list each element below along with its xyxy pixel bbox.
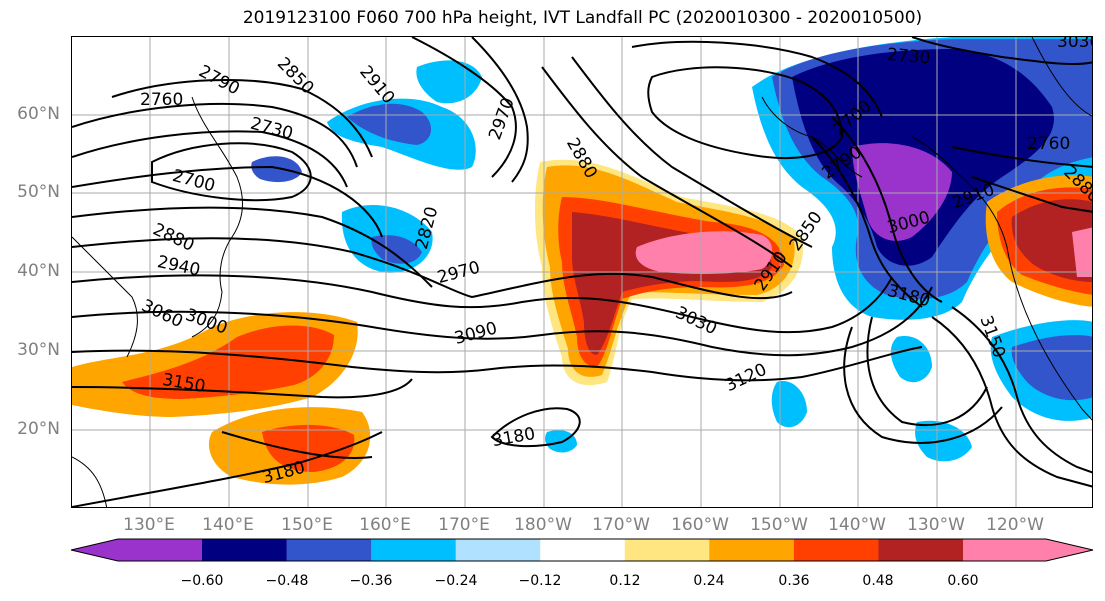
ivt-positive-west-us-pink [1072, 227, 1092, 277]
ivt-positive-west-pacific-red [122, 325, 334, 399]
lon-label-170w: 170°W [592, 515, 650, 535]
colorbar-segment [540, 539, 626, 561]
ivt-negative-sea-okhotsk [251, 156, 302, 183]
colorbar-segment [371, 539, 457, 561]
ivt-negative-hawaii [771, 381, 807, 428]
ivt-positive-west-us-darkred [1011, 199, 1092, 282]
colorbar-segment [624, 539, 710, 561]
colorbar-tick: 0.36 [778, 573, 810, 589]
colorbar-outline [70, 538, 1094, 562]
colorbar-tick: 0.12 [609, 573, 641, 589]
ivt-positive-central-pacific-pink [635, 231, 773, 274]
ivt-shading [72, 37, 1092, 485]
lon-label-120w: 120°W [986, 515, 1044, 535]
contour-label: 2760 [140, 90, 183, 110]
contour-label: 2760 [1027, 134, 1070, 154]
colorbar-tick: −0.48 [265, 573, 309, 589]
lat-label-60n: 60°N [17, 104, 60, 124]
lat-label-20n: 20°N [17, 419, 60, 439]
map-panel: 2790 2850 2910 2970 2760 2730 2700 2880 … [71, 36, 1093, 508]
ivt-negative-north-pacific [416, 60, 482, 104]
colorbar-segment [71, 539, 202, 561]
colorbar-segment [202, 539, 288, 561]
lon-label-130w: 130°W [907, 515, 965, 535]
colorbar-segment [286, 539, 372, 561]
lon-label-140w: 140°W [828, 515, 886, 535]
contour-label: 2730 [886, 45, 931, 69]
map-title: 2019123100 F060 700 hPa height, IVT Land… [242, 8, 923, 28]
ivt-negative-kamchatka-blue [347, 103, 432, 145]
map-svg: 2790 2850 2910 2970 2760 2730 2700 2880 … [72, 37, 1093, 507]
lon-label-160e: 160°E [359, 515, 411, 535]
colorbar-tick: −0.60 [180, 573, 224, 589]
lat-label-30n: 30°N [17, 340, 60, 360]
height-contours [72, 37, 1092, 507]
lon-label-150e: 150°E [281, 515, 333, 535]
colorbar-segment [963, 539, 1093, 561]
ivt-negative-gulf-alaska-purple [852, 143, 952, 241]
colorbar-segment [878, 539, 964, 561]
colorbar-tick: −0.12 [518, 573, 562, 589]
lon-label-140e: 140°E [202, 515, 254, 535]
contour-label: 3030 [1057, 37, 1093, 52]
ivt-negative-west-aleutian-blue [371, 235, 422, 264]
map-gridlines [72, 37, 1092, 507]
colorbar-segment [793, 539, 879, 561]
colorbar-tick: 0.60 [947, 573, 979, 589]
lon-label-170e: 170°E [438, 515, 490, 535]
lat-label-40n: 40°N [17, 261, 60, 281]
lon-label-180w: 180°W [514, 515, 572, 535]
lon-label-150w: 150°W [750, 515, 808, 535]
colorbar-segment [455, 539, 541, 561]
colorbar-segments [71, 539, 1093, 561]
lon-label-130e: 130°E [123, 515, 175, 535]
lat-label-50n: 50°N [17, 182, 60, 202]
colorbar-tick: 0.48 [862, 573, 894, 589]
lon-label-160w: 160°W [671, 515, 729, 535]
colorbar-segment [709, 539, 795, 561]
colorbar-tick: 0.24 [693, 573, 725, 589]
colorbar-tick: −0.36 [349, 573, 393, 589]
colorbar-tick: −0.24 [434, 573, 478, 589]
